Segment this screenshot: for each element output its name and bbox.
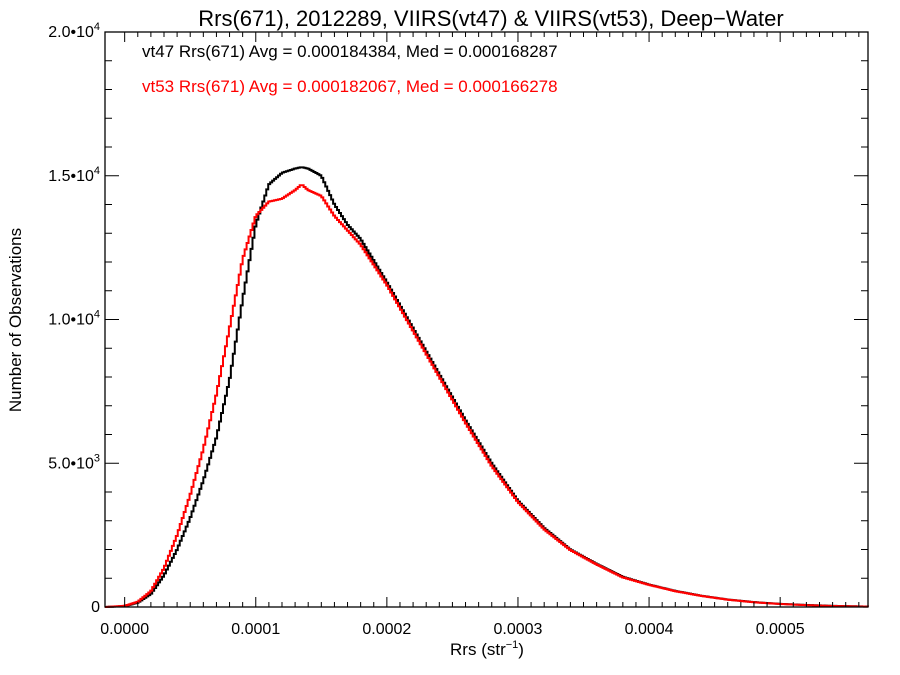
y-tick-exponent: 4 <box>94 165 100 177</box>
y-tick-label: 1.0•104 <box>48 309 100 329</box>
y-tick-mantissa: 2.0•10 <box>48 24 94 41</box>
legend-vt53: vt53 Rrs(671) Avg = 0.000182067, Med = 0… <box>142 77 558 96</box>
x-axis-label-main: Rrs (str <box>450 640 506 659</box>
y-tick-exponent: 3 <box>94 452 100 464</box>
y-tick-mantissa: 1.0•10 <box>48 312 94 329</box>
x-tick-label: 0.0003 <box>493 621 542 638</box>
y-tick-mantissa: 0 <box>91 599 100 616</box>
y-tick-mantissa: 5.0•10 <box>48 455 94 472</box>
series-layer <box>105 166 869 608</box>
chart-title: Rrs(671), 2012289, VIIRS(vt47) & VIIRS(v… <box>198 6 783 31</box>
x-axis-label-close: ) <box>518 640 524 659</box>
y-tick-exponent: 4 <box>94 309 100 321</box>
y-tick-label: 2.0•104 <box>48 21 100 41</box>
x-tick-label: 0.0005 <box>756 621 805 638</box>
y-tick-exponent: 4 <box>94 21 100 33</box>
axes-layer <box>104 31 869 608</box>
series-line-vt53 <box>105 184 869 608</box>
x-axis-label-exp: −1 <box>506 639 519 651</box>
x-tick-label: 0.0001 <box>231 621 280 638</box>
legend-vt47: vt47 Rrs(671) Avg = 0.000184384, Med = 0… <box>142 42 558 61</box>
y-tick-label: 1.5•104 <box>48 165 100 185</box>
x-tick-label: 0.0000 <box>100 621 149 638</box>
x-tick-label: 0.0004 <box>625 621 674 638</box>
x-tick-labels: 0.0000 0.0001 0.0002 0.0003 0.0004 0.0005 <box>100 621 805 638</box>
plot-frame <box>104 31 869 608</box>
x-axis-label: Rrs (str−1) <box>450 639 524 659</box>
y-tick-label: 5.0•103 <box>48 452 100 472</box>
y-tick-mantissa: 1.5•10 <box>48 168 94 185</box>
x-tick-label: 0.0002 <box>362 621 411 638</box>
y-tick-label: 0 <box>91 599 100 616</box>
y-axis-label: Number of Observations <box>6 228 25 412</box>
series-line-vt47 <box>105 166 869 608</box>
